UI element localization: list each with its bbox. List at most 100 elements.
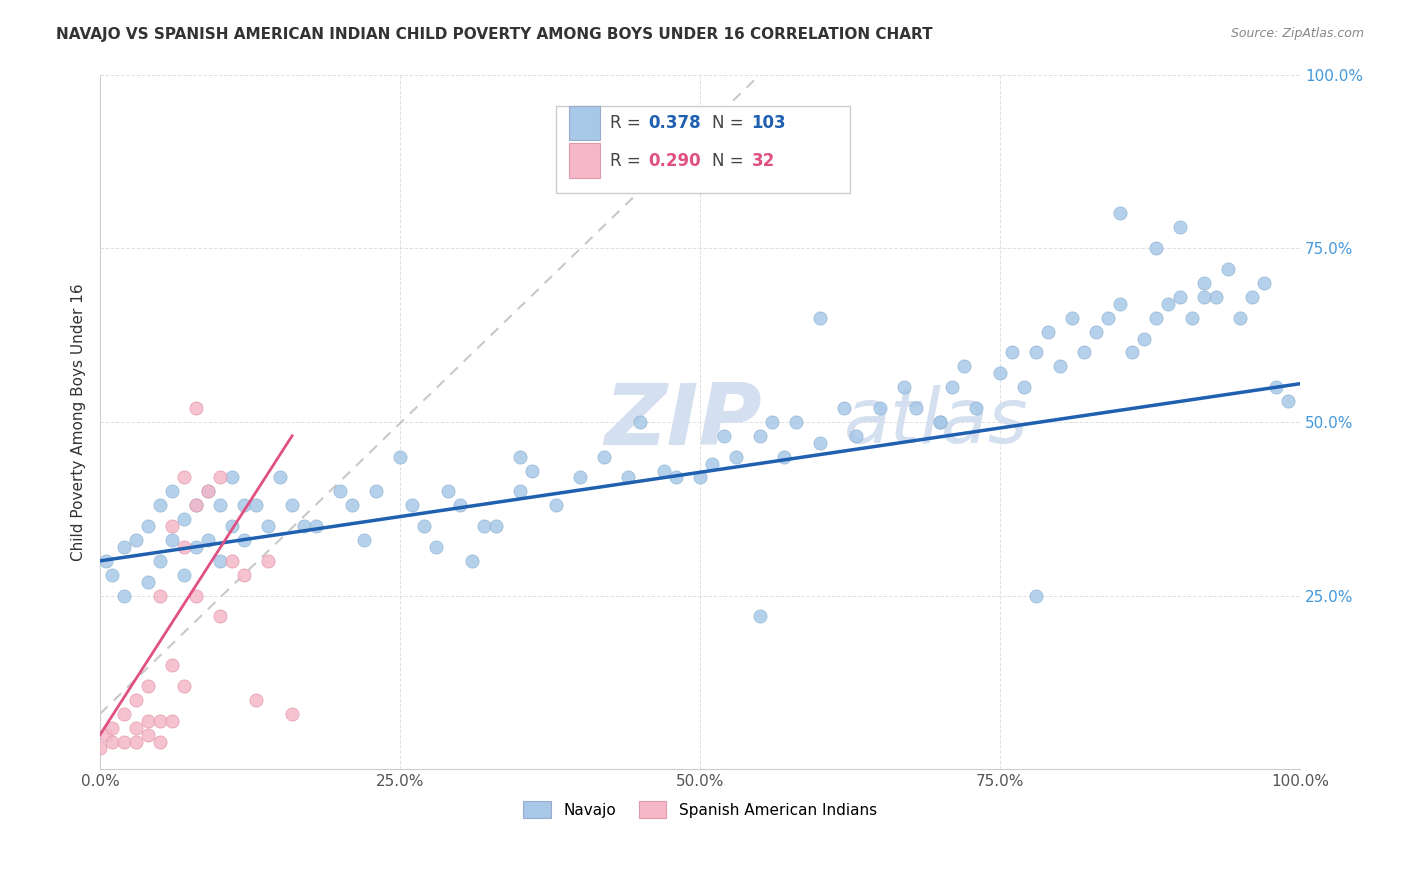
Point [401,498,423,512]
Point [1168,220,1191,235]
Point [1073,345,1095,359]
Point [700,457,723,471]
Point [1229,310,1251,325]
Point [125,533,148,547]
Text: N =: N = [711,152,749,169]
Point [364,484,387,499]
Point [184,498,207,512]
Text: NAVAJO VS SPANISH AMERICAN INDIAN CHILD POVERTY AMONG BOYS UNDER 16 CORRELATION : NAVAJO VS SPANISH AMERICAN INDIAN CHILD … [56,27,932,42]
Point [173,540,195,554]
Point [209,609,232,624]
Point [413,519,436,533]
Point [125,693,148,707]
Point [1025,589,1047,603]
Point [761,415,783,429]
Point [1097,310,1119,325]
Point [593,450,616,464]
Text: N =: N = [711,114,749,132]
Point [257,554,280,568]
Point [389,450,412,464]
Point [173,512,195,526]
Point [773,450,796,464]
Point [221,554,243,568]
Text: atlas: atlas [844,385,1029,458]
Point [149,554,172,568]
Point [749,609,772,624]
Point [1168,290,1191,304]
Point [929,415,952,429]
Point [160,484,183,499]
Text: ZIP: ZIP [605,380,762,464]
Point [1277,394,1299,409]
Point [509,484,531,499]
Point [1157,297,1180,311]
Point [472,519,495,533]
Point [136,679,159,693]
Text: Source: ZipAtlas.com: Source: ZipAtlas.com [1230,27,1364,40]
Point [329,484,352,499]
Point [209,470,232,484]
Point [449,498,471,512]
Point [112,734,135,748]
Point [160,658,183,673]
Point [136,714,159,728]
Point [221,519,243,533]
Point [112,540,135,554]
Point [305,519,328,533]
Point [546,498,568,512]
Point [485,519,508,533]
Point [149,734,172,748]
Point [749,429,772,443]
Point [808,435,831,450]
Point [89,741,111,756]
Point [713,429,735,443]
Point [149,498,172,512]
Point [1060,310,1083,325]
Point [617,470,640,484]
Point [1109,297,1132,311]
Point [269,470,291,484]
Point [209,498,232,512]
Point [785,415,807,429]
Point [160,714,183,728]
Point [425,540,447,554]
Point [689,470,711,484]
Point [353,533,375,547]
Point [221,470,243,484]
Point [136,574,159,589]
Point [652,464,675,478]
Point [281,498,304,512]
Point [1216,262,1239,277]
FancyBboxPatch shape [557,106,851,193]
Point [869,401,891,415]
Point [197,484,219,499]
Point [173,567,195,582]
Point [136,519,159,533]
Point [1109,206,1132,220]
Point [160,533,183,547]
Point [509,450,531,464]
Point [173,679,195,693]
Point [628,415,651,429]
Point [953,359,976,374]
Point [1036,325,1059,339]
Point [197,484,219,499]
Point [569,470,592,484]
Point [929,415,952,429]
Point [112,706,135,721]
Point [1121,345,1143,359]
Point [197,533,219,547]
Point [184,401,207,415]
Point [112,589,135,603]
Point [845,429,868,443]
Point [905,401,928,415]
Point [245,498,267,512]
Point [233,533,256,547]
Point [893,380,915,394]
Point [832,401,855,415]
Point [184,589,207,603]
Text: 32: 32 [752,152,775,169]
Point [1085,325,1108,339]
Point [1265,380,1288,394]
Point [1253,276,1275,290]
